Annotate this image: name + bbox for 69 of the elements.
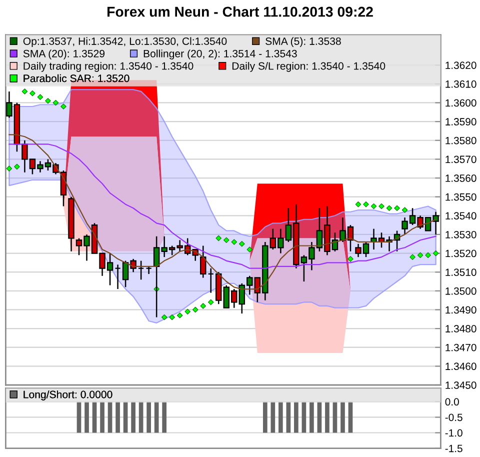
point	[161, 314, 168, 320]
candlestick	[208, 268, 214, 294]
y-tick-label: -1.0	[445, 429, 462, 437]
point	[432, 250, 439, 256]
y-tick-label: -0.5	[445, 414, 462, 422]
point	[60, 104, 66, 110]
legend-label: Daily trading region: 1.3540 - 1.3540	[24, 62, 194, 72]
y-tick-label: 1.3560	[446, 174, 476, 182]
point	[378, 203, 384, 210]
y-tick-label: -1.5	[445, 444, 462, 452]
point	[355, 201, 362, 208]
point	[184, 308, 190, 314]
point	[348, 256, 354, 262]
chart-title: Forex um Neun - Chart 11.10.2013 09:22	[107, 6, 373, 17]
point	[363, 201, 369, 208]
point	[208, 299, 214, 306]
point	[370, 203, 377, 210]
legend-label: SMA (5): 1.3538	[266, 37, 341, 48]
point	[402, 207, 408, 213]
y-tick-label: 0.0	[445, 398, 459, 406]
legend-label: Daily S/L region: 1.3540 - 1.3540	[232, 62, 386, 72]
point	[386, 205, 392, 211]
point	[410, 254, 416, 260]
point	[239, 240, 245, 247]
candlestick	[138, 260, 144, 280]
point	[417, 252, 424, 258]
y-tick-label: 1.3470	[446, 344, 476, 352]
point	[52, 100, 59, 106]
line-series	[8, 144, 436, 269]
y-tick-label: 1.3460	[446, 362, 476, 370]
legend-label: SMA (20): 1.3529	[23, 50, 105, 60]
y-tick-label: 1.3570	[446, 156, 476, 164]
point	[45, 98, 51, 104]
legend-label: Op:1.3537, Hi:1.3542, Lo:1.3530, Cl:1.3540	[23, 37, 227, 48]
legend-label: Long/Short: 0.0000	[24, 390, 112, 400]
y-tick-label: 1.3450	[446, 382, 476, 389]
point	[6, 166, 12, 172]
y-tick-label: 1.3540	[446, 212, 476, 220]
candlestick	[114, 264, 121, 290]
point	[22, 88, 28, 94]
y-tick-label: 1.3490	[446, 306, 476, 314]
point	[224, 237, 230, 243]
point	[37, 94, 44, 100]
y-tick-label: 1.3610	[446, 80, 476, 88]
y-tick-label: 1.3550	[446, 193, 476, 201]
y-tick-label: 1.3520	[446, 250, 476, 258]
y-tick-label: 1.3510	[446, 268, 476, 276]
candlestick	[200, 245, 206, 278]
y-tick-label: 1.3500	[446, 287, 476, 295]
point	[216, 235, 222, 242]
legend-label: Bollinger (20, 2): 1.3514 - 1.3543	[144, 50, 297, 60]
y-tick-label: 1.3480	[446, 325, 476, 332]
y-tick-label: 1.3590	[446, 118, 476, 126]
point	[176, 312, 183, 318]
y-tick-label: 1.3620	[446, 62, 476, 69]
legend-label: Parabolic SAR: 1.3520	[24, 74, 130, 82]
point	[192, 306, 198, 313]
point	[231, 239, 238, 245]
point	[14, 164, 20, 170]
y-tick-label: 1.3580	[446, 136, 476, 144]
point	[246, 246, 253, 252]
y-tick-label: 1.3600	[446, 99, 476, 107]
point	[30, 90, 36, 96]
point	[169, 314, 175, 320]
candlestick	[146, 266, 152, 275]
y-tick-label: 1.3530	[446, 230, 476, 238]
point	[200, 303, 206, 309]
point	[394, 205, 400, 211]
point	[425, 252, 431, 258]
